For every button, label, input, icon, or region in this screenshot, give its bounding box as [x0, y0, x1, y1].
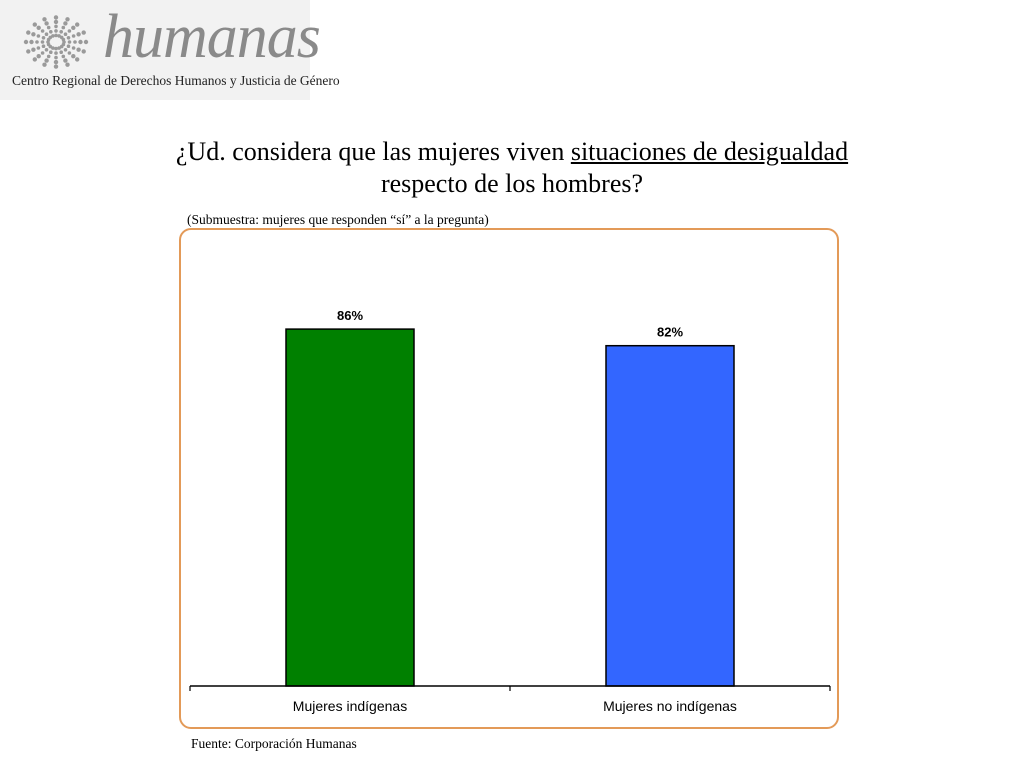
- logo-dot: [76, 47, 81, 52]
- logo-dot: [26, 30, 31, 35]
- logo-dot: [40, 51, 45, 55]
- logo-dot: [31, 47, 36, 52]
- logo-dot: [40, 29, 45, 33]
- logo-dot: [57, 46, 61, 50]
- logo-dot: [81, 30, 86, 35]
- logo-dot: [81, 49, 86, 54]
- logo-dot: [71, 34, 76, 38]
- bar: [285, 328, 415, 687]
- logo-dot: [32, 57, 37, 62]
- logo-dot: [44, 48, 49, 52]
- logo-dot: [76, 32, 81, 37]
- logo-dot: [48, 35, 53, 40]
- logo-dot: [59, 30, 63, 34]
- logo-dot: [59, 50, 63, 54]
- logo-dot: [54, 24, 58, 29]
- category-label: Mujeres no indígenas: [603, 698, 737, 714]
- logo-dot: [40, 40, 45, 44]
- logo-dot: [61, 37, 66, 42]
- logo-dot: [42, 62, 47, 67]
- logo-dot: [83, 39, 89, 45]
- bar: [605, 344, 735, 687]
- logo: humanas Centro Regional de Derechos Huma…: [0, 0, 340, 100]
- logo-dot: [36, 46, 41, 50]
- logo-dot: [75, 22, 80, 27]
- logo-dot: [65, 17, 70, 22]
- page-title: ¿Ud. considera que las mujeres viven sit…: [60, 136, 964, 200]
- logo-dot: [53, 15, 59, 20]
- logo-dot: [49, 50, 53, 54]
- logo-dot: [66, 36, 71, 40]
- logo-dot: [63, 21, 68, 26]
- title-part2: respecto de los hombres?: [380, 169, 644, 198]
- logo-dot: [51, 46, 55, 50]
- logo-dot: [61, 25, 66, 30]
- logo-dot: [54, 55, 58, 60]
- logo-dot: [46, 25, 51, 30]
- logo-dot: [53, 64, 59, 69]
- logo-dot: [31, 32, 36, 37]
- logo-dot: [42, 17, 47, 22]
- logo-dot: [59, 44, 64, 49]
- logo-dot: [71, 25, 76, 30]
- logo-dot: [63, 58, 68, 63]
- logo-dot: [65, 62, 70, 67]
- logo-dot: [44, 21, 49, 26]
- logo-dot: [49, 30, 53, 34]
- logo-dot: [46, 54, 51, 59]
- chart-frame: [179, 228, 839, 729]
- logo-dot: [75, 57, 80, 62]
- logo-dot: [29, 39, 34, 45]
- logo-dot: [71, 54, 76, 59]
- category-label: Mujeres indígenas: [293, 698, 407, 714]
- logo-dot: [73, 40, 77, 44]
- logo-dot: [26, 49, 31, 54]
- logo-dot: [32, 22, 37, 27]
- logo-dot: [67, 29, 72, 33]
- source-note: Fuente: Corporación Humanas: [191, 736, 357, 751]
- logo-dot: [36, 54, 41, 59]
- title-underlined: situaciones de desigualdad: [570, 137, 849, 166]
- logo-dot: [54, 29, 58, 33]
- logo-wordmark: humanas: [103, 3, 321, 71]
- logo-dot: [51, 34, 55, 38]
- logo-dot: [54, 51, 58, 55]
- logo-dot: [63, 48, 68, 52]
- logo-dot: [67, 51, 72, 55]
- logo-subtitle: Centro Regional de Derechos Humanos y Ju…: [12, 73, 340, 88]
- logo-dot: [66, 44, 71, 48]
- title-part1: ¿Ud. considera que las mujeres viven: [175, 137, 571, 166]
- logo-dot: [23, 39, 29, 45]
- data-label: 86%: [337, 308, 363, 323]
- logo-dot: [36, 25, 41, 30]
- logo-dot: [44, 32, 49, 36]
- logo-dot: [36, 34, 41, 38]
- logo-dot: [71, 46, 76, 50]
- humanas-logo-icon: [23, 15, 89, 69]
- logo-dot: [53, 19, 59, 25]
- logo-dot: [63, 32, 68, 36]
- logo-dot: [57, 34, 61, 38]
- logo-dot: [54, 33, 58, 38]
- logo-dot: [78, 39, 83, 45]
- logo-dot: [61, 54, 66, 59]
- chart-subtitle: (Submuestra: mujeres que responden “sí” …: [187, 212, 489, 227]
- data-label: 82%: [657, 325, 683, 340]
- logo-dot: [41, 36, 46, 40]
- logo-dot: [35, 40, 39, 44]
- logo-dot: [67, 40, 72, 44]
- logo-dot: [44, 58, 49, 63]
- logo-dot: [53, 59, 59, 65]
- logo-dot: [41, 44, 46, 48]
- logo-dot: [54, 46, 58, 51]
